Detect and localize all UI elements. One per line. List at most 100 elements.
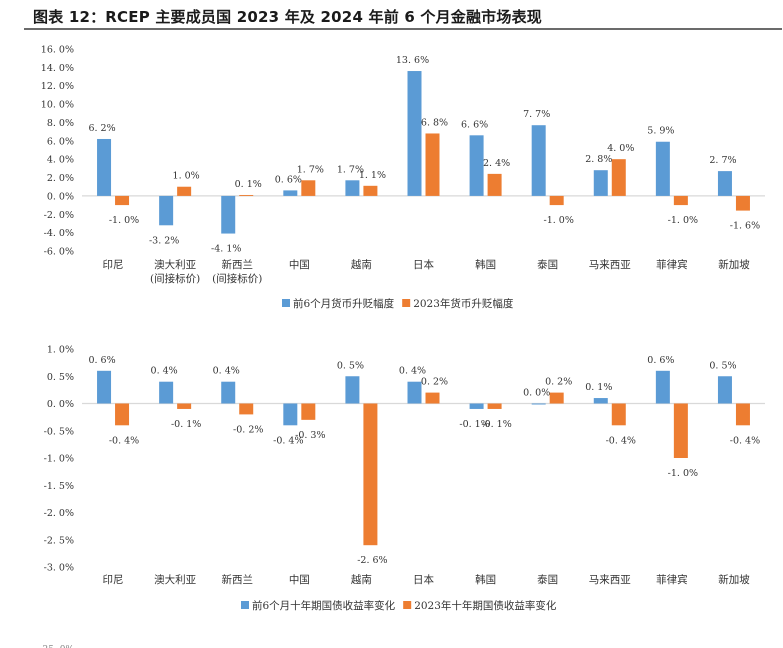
- bar-series1: [159, 195, 174, 226]
- y-tick-label: 10. 0%: [41, 100, 74, 111]
- bar-series2: [735, 403, 750, 426]
- data-label: 6. 8%: [421, 117, 448, 128]
- y-tick-label: 0. 5%: [47, 372, 74, 383]
- legend-swatch: [282, 299, 290, 307]
- bar-series1: [345, 180, 360, 196]
- data-label: -0. 1%: [459, 419, 489, 430]
- data-label: 1. 7%: [337, 164, 364, 175]
- category-label: 韩国: [475, 573, 496, 586]
- data-label: -0. 4%: [730, 435, 760, 446]
- category-label: 新加坡: [718, 573, 750, 586]
- category-label: 菲律宾: [656, 258, 688, 271]
- bar-series2: [487, 173, 502, 196]
- bar-series1: [531, 125, 546, 196]
- data-label: 0. 0%: [523, 388, 550, 399]
- chart-2: 1. 0% 0. 5% 0. 0% -0. 5% -1. 0% -1. 5% -2. 0% -…: [44, 345, 765, 612]
- y-tick-label: 12. 0%: [41, 81, 74, 92]
- data-label: 0. 2%: [545, 377, 572, 388]
- data-label: 0. 5%: [709, 360, 736, 371]
- data-label: -0. 1%: [171, 419, 201, 430]
- y-tick-label: -0. 5%: [44, 426, 74, 437]
- category-label: 韩国: [475, 258, 496, 271]
- data-label: -3. 2%: [149, 235, 179, 246]
- category-label: 新西兰: [221, 573, 253, 586]
- bar-series2: [363, 185, 378, 196]
- category-label: 澳大利亚(间接标价): [150, 258, 200, 285]
- category-label: 泰国: [537, 258, 558, 271]
- y-tick-label: 1. 0%: [47, 345, 74, 356]
- category-label: 日本: [413, 258, 434, 271]
- category-label: 菲律宾: [656, 573, 688, 586]
- data-label: 1. 7%: [297, 164, 324, 175]
- category-label: 新西兰(间接标价): [212, 258, 262, 285]
- bar-series2: [673, 195, 688, 206]
- y-tick-label: -4. 0%: [44, 228, 74, 239]
- data-label: 0. 4%: [399, 366, 426, 377]
- category-label: 越南: [351, 573, 372, 586]
- bar-series1: [717, 376, 732, 404]
- legend-label: 2023年十年期国债收益率变化: [414, 599, 557, 612]
- legend: 前6个月货币升贬幅度 2023年货币升贬幅度: [282, 297, 514, 310]
- y-tick-label: -2. 0%: [44, 508, 74, 519]
- data-label: -0. 2%: [233, 424, 263, 435]
- data-label: 0. 5%: [337, 360, 364, 371]
- data-label: -0. 4%: [273, 435, 303, 446]
- data-label: 2. 4%: [483, 158, 510, 169]
- data-label: -2. 6%: [357, 555, 387, 566]
- bar-series2: [177, 403, 192, 409]
- bar-series2: [549, 392, 564, 404]
- data-label: -1. 0%: [543, 215, 573, 226]
- legend-label: 前6个月十年期国债收益率变化: [252, 599, 396, 612]
- bar-series2: [301, 403, 316, 420]
- data-label: 2. 8%: [585, 154, 612, 165]
- bar-series1: [407, 71, 422, 196]
- category-label: 印尼: [103, 574, 124, 586]
- bar-series2: [239, 403, 254, 415]
- bar-series2: [549, 195, 564, 206]
- data-label: 0. 6%: [88, 355, 115, 366]
- data-label: 1. 0%: [173, 171, 200, 182]
- bar-series1: [283, 403, 298, 426]
- bar-series1: [655, 141, 670, 196]
- y-tick-label: -2. 0%: [44, 210, 74, 221]
- bar-series2: [735, 195, 750, 211]
- bar-series2: [425, 133, 440, 196]
- data-label: -0. 1%: [481, 419, 511, 430]
- bar-series1: [345, 376, 360, 404]
- bar-series1: [97, 370, 112, 404]
- category-label: 中国: [289, 573, 310, 586]
- y-tick-label: 4. 0%: [47, 155, 74, 166]
- y-tick-label: 6. 0%: [47, 136, 74, 147]
- y-tick-label: 14. 0%: [41, 63, 74, 74]
- category-label: 越南: [351, 258, 372, 271]
- bar-series1: [469, 135, 484, 196]
- bar-series2: [363, 403, 378, 546]
- bar-series2: [611, 159, 626, 196]
- data-label: -1. 0%: [109, 215, 139, 226]
- bar-series1: [531, 403, 546, 405]
- data-label: 7. 7%: [523, 109, 550, 120]
- chart-1: 16. 0%14. 0%12. 0%10. 0%8. 0%6. 0%4. 0%2…: [41, 45, 765, 310]
- category-label: 澳大利亚: [154, 573, 196, 586]
- data-label: 0. 1%: [585, 382, 612, 393]
- data-label: 13. 6%: [396, 55, 429, 66]
- legend-swatch: [402, 299, 411, 307]
- y-tick-label: 0. 0%: [47, 191, 74, 202]
- category-label: 中国: [289, 258, 310, 271]
- category-label: 日本: [413, 573, 434, 586]
- bar-series1: [593, 398, 608, 404]
- category-label: 马来西亚: [589, 574, 631, 586]
- bar-series1: [221, 381, 236, 404]
- bar-series2: [673, 403, 688, 458]
- y-tick-label: 16. 0%: [41, 45, 74, 56]
- y-tick-label: -3. 0%: [44, 563, 74, 574]
- bar-series1: [221, 195, 236, 234]
- bar-series1: [655, 370, 670, 404]
- data-label: -0. 3%: [295, 430, 325, 441]
- data-label: 5. 9%: [647, 126, 674, 137]
- category-label: 新加坡: [718, 258, 750, 271]
- legend-label: 2023年货币升贬幅度: [413, 297, 514, 310]
- data-label: 0. 2%: [421, 377, 448, 388]
- category-label: 泰国: [537, 573, 558, 586]
